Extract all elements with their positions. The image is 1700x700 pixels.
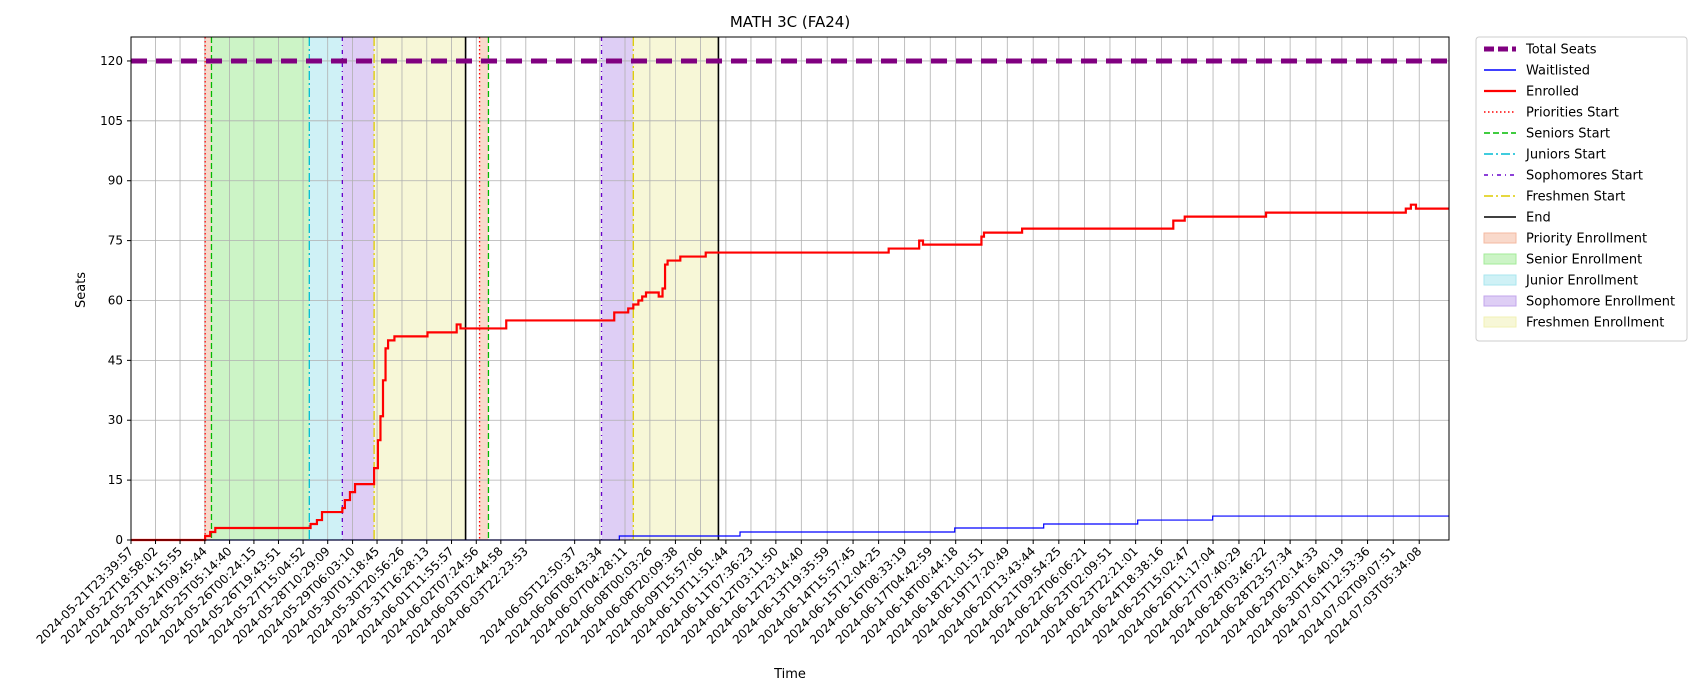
legend-label-3: Priorities Start bbox=[1526, 106, 1619, 121]
shaded-region-4-1 bbox=[633, 37, 719, 540]
y-tick-label-0: 0 bbox=[115, 533, 123, 547]
legend-box bbox=[1475, 36, 1688, 342]
y-tick-label-8: 120 bbox=[100, 54, 123, 68]
shaded-region-1-0 bbox=[211, 37, 310, 540]
legend-label-5: Juniors Start bbox=[1525, 148, 1606, 163]
y-tick-label-2: 30 bbox=[108, 413, 123, 427]
legend-label-9: Priority Enrollment bbox=[1526, 232, 1647, 247]
y-tick-label-1: 15 bbox=[108, 473, 123, 487]
shaded-region-3-0 bbox=[342, 37, 375, 540]
shaded-region-3-1 bbox=[601, 37, 634, 540]
shaded-region-2-0 bbox=[309, 37, 343, 540]
legend-swatch-10 bbox=[1483, 253, 1517, 265]
legend-label-12: Sophomore Enrollment bbox=[1526, 295, 1675, 310]
y-axis-title: Seats bbox=[74, 272, 89, 308]
legend-swatch-11 bbox=[1483, 274, 1517, 286]
shaded-region-0-1 bbox=[479, 37, 489, 540]
y-tick-label-7: 105 bbox=[100, 114, 123, 128]
legend-swatch-9 bbox=[1483, 232, 1517, 244]
series-line-1 bbox=[131, 515, 1449, 541]
legend: Total Seats Waitlisted Enrolled Priorities … bbox=[1475, 36, 1688, 342]
legend-swatch-12 bbox=[1483, 295, 1517, 307]
y-tick-label-5: 75 bbox=[108, 234, 123, 248]
y-tick-label-6: 90 bbox=[108, 174, 123, 188]
legend-label-10: Senior Enrollment bbox=[1526, 253, 1642, 268]
legend-label-1: Waitlisted bbox=[1526, 64, 1590, 79]
legend-label-4: Seniors Start bbox=[1526, 127, 1610, 142]
series-line-2 bbox=[131, 203, 1449, 542]
legend-swatch-13 bbox=[1483, 316, 1517, 328]
legend-label-2: Enrolled bbox=[1526, 85, 1579, 100]
x-axis-title: Time bbox=[773, 667, 806, 682]
chart-title: MATH 3C (FA24) bbox=[730, 13, 850, 31]
legend-label-11: Junior Enrollment bbox=[1525, 274, 1638, 289]
y-tick-label-4: 60 bbox=[108, 293, 123, 307]
plot-area: 01530456075901051202024-05-21T23:39:5720… bbox=[34, 36, 1450, 647]
plot-frame bbox=[130, 36, 1450, 541]
legend-label-6: Sophomores Start bbox=[1526, 169, 1643, 184]
legend-label-8: End bbox=[1526, 211, 1551, 226]
shaded-region-0-0 bbox=[205, 37, 212, 540]
legend-label-7: Freshmen Start bbox=[1526, 190, 1625, 205]
legend-label-13: Freshmen Enrollment bbox=[1526, 316, 1664, 331]
legend-label-0: Total Seats bbox=[1525, 43, 1597, 58]
y-tick-label-3: 45 bbox=[108, 353, 123, 367]
